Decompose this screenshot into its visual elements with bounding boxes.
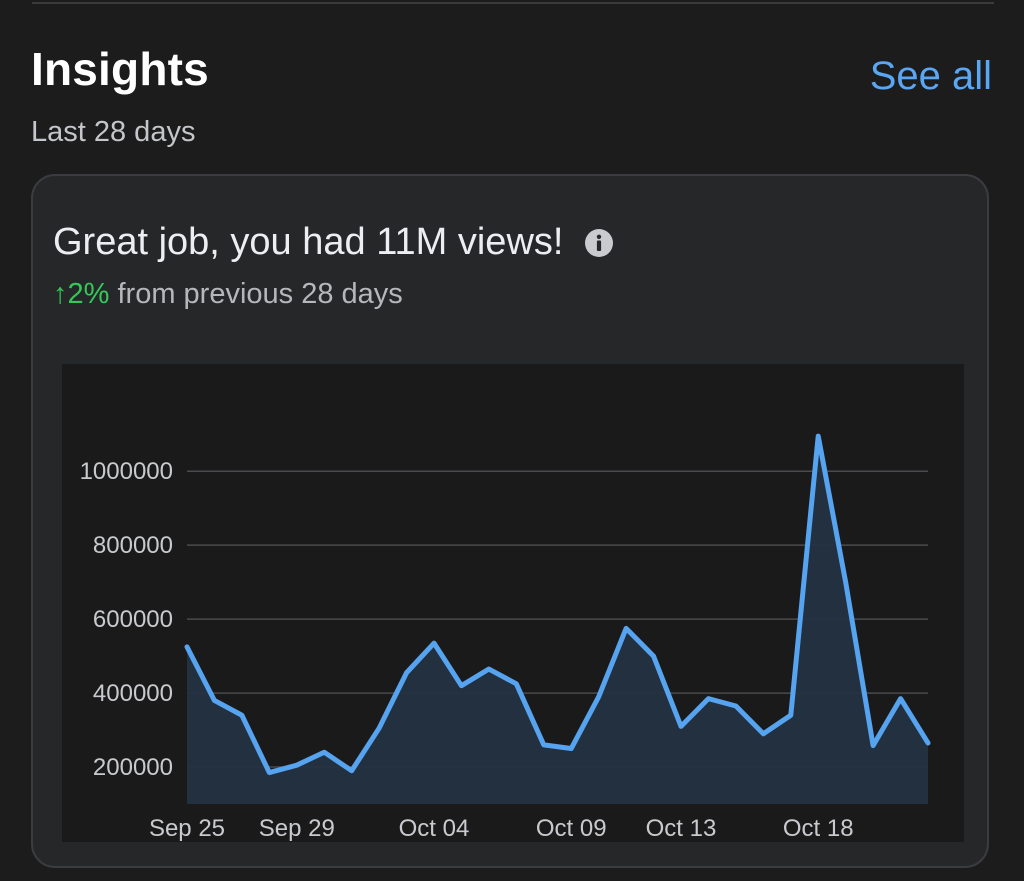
data-point [870, 743, 876, 749]
data-point [898, 696, 904, 702]
info-icon[interactable] [585, 228, 614, 257]
x-tick-label: Sep 25 [149, 815, 225, 842]
data-point [596, 694, 602, 700]
data-point [623, 625, 629, 631]
top-divider [32, 2, 994, 4]
y-tick-label: 1000000 [80, 458, 173, 485]
trend-up-arrow: ↑ [53, 278, 68, 310]
data-point [184, 644, 190, 650]
comparison-label: from previous 28 days [109, 278, 403, 310]
see-all-link[interactable]: See all [869, 54, 992, 98]
data-point [815, 433, 821, 439]
y-tick-label: 600000 [93, 606, 173, 633]
data-point [458, 683, 464, 689]
trend-percent: 2% [67, 278, 110, 310]
comparison-text: ↑2% from previous 28 days [53, 277, 403, 312]
data-point [211, 697, 217, 703]
data-point [486, 666, 492, 672]
data-point [266, 770, 272, 776]
x-tick-label: Oct 18 [783, 815, 854, 842]
data-point [541, 742, 547, 748]
views-chart-svg: 200000 400000 600000 800000 1000000 Sep 25 Sep… [80, 433, 931, 842]
y-tick-label: 200000 [93, 754, 173, 781]
data-point [678, 723, 684, 729]
data-point [294, 762, 300, 768]
card-headline: Great job, you had 11M views! [53, 221, 614, 264]
x-tick-label: Oct 09 [536, 815, 607, 842]
data-point [404, 670, 410, 676]
data-point [431, 640, 437, 646]
x-tick-label: Sep 29 [259, 815, 335, 842]
data-point [568, 746, 574, 752]
data-point [513, 681, 519, 687]
data-point [321, 749, 327, 755]
area-fill [187, 436, 928, 804]
headline-text: Great job, you had 11M views! [53, 221, 564, 263]
views-chart: 200000 400000 600000 800000 1000000 Sep 25 Sep… [62, 364, 964, 842]
data-point [349, 768, 355, 774]
section-title: Insights [31, 43, 209, 95]
x-tick-label: Oct 13 [646, 815, 717, 842]
data-point [239, 712, 245, 718]
y-tick-label: 400000 [93, 680, 173, 707]
data-point [733, 703, 739, 709]
data-point [843, 579, 849, 585]
x-tick-label: Oct 04 [399, 815, 470, 842]
data-point [705, 696, 711, 702]
y-tick-label: 800000 [93, 532, 173, 559]
data-point [651, 653, 657, 659]
series-line [184, 433, 931, 776]
insights-card[interactable]: Great job, you had 11M views! ↑2% from p… [31, 174, 989, 868]
section-subtitle: Last 28 days [31, 116, 196, 148]
data-point [760, 731, 766, 737]
data-point [788, 712, 794, 718]
data-point [925, 740, 931, 746]
data-point [376, 725, 382, 731]
